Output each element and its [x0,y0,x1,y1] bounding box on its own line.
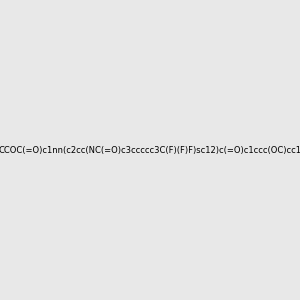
Text: CCOC(=O)c1nn(c2cc(NC(=O)c3ccccc3C(F)(F)F)sc12)c(=O)c1ccc(OC)cc1: CCOC(=O)c1nn(c2cc(NC(=O)c3ccccc3C(F)(F)F… [0,146,300,154]
